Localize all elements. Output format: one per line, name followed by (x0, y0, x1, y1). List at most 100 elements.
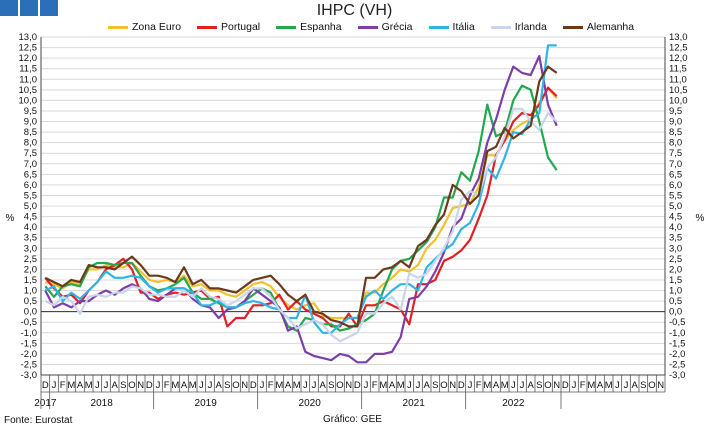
legend-label: Zona Euro (132, 21, 182, 33)
y-tick-label-left: 3,0 (24, 243, 37, 254)
y-tick-label-left: 10,5 (19, 85, 38, 96)
y-tick-label-right: 4,5 (669, 212, 682, 223)
y-tick-label-right: -3,0 (669, 370, 685, 381)
legend-item: Alemanha (562, 21, 634, 33)
y-tick-label-right: -1,0 (669, 328, 685, 339)
y-tick-label-right: 12,5 (669, 43, 688, 54)
x-tick-label: J (624, 380, 629, 391)
legend-item: Espanha (276, 21, 342, 33)
series-line-itália (44, 44, 557, 334)
y-tick-label-left: 11,5 (19, 64, 37, 75)
x-tick-label: M (587, 380, 595, 391)
x-tick-label: M (189, 380, 197, 391)
x-tick-label: J (303, 380, 308, 391)
x-tick-label: S (536, 380, 542, 391)
x-tick-label: M (379, 380, 387, 391)
y-tick-label-left: 9,5 (24, 106, 37, 117)
chart-credit: Gráfico: GEE (323, 414, 382, 425)
y-tick-label-left: 0,0 (24, 307, 37, 318)
x-tick-label: N (449, 380, 456, 391)
y-tick-label-right: 9,0 (669, 117, 682, 128)
x-tick-label: A (527, 380, 534, 391)
y-tick-label-right: 11,0 (669, 74, 687, 85)
x-tick-label: N (553, 380, 560, 391)
x-tick-label: M (501, 380, 509, 391)
y-tick-label-right: 3,0 (669, 243, 682, 254)
chart-title: IHPC (VH) (316, 2, 393, 19)
legend-label: Portugal (221, 21, 261, 33)
x-tick-label: J (468, 380, 473, 391)
x-tick-label: S (120, 380, 126, 391)
x-tick-label: S (432, 380, 438, 391)
legend-swatch (490, 25, 511, 29)
x-tick-label: A (493, 380, 500, 391)
x-tick-label: F (372, 380, 378, 391)
x-tick-label: O (128, 380, 135, 391)
x-tick-label: A (111, 380, 118, 391)
x-tick-label: A (423, 380, 430, 391)
y-tick-label-right: 5,0 (669, 201, 682, 212)
legend-swatch (562, 25, 583, 29)
x-tick-label: M (67, 380, 75, 391)
y-tick-label-right: 11,5 (669, 64, 687, 75)
x-tick-label: A (631, 380, 638, 391)
x-tick-label: S (640, 380, 646, 391)
legend-label: Itália (452, 21, 475, 33)
logo-block (40, 0, 58, 16)
legend-item: Zona Euro (108, 21, 181, 33)
x-tick-label: O (336, 380, 343, 391)
logo-block (0, 0, 18, 16)
x-tick-label: M (275, 380, 283, 391)
legend-label: Espanha (300, 21, 342, 33)
year-label: 2018 (91, 398, 114, 409)
y-tick-label-left: 4,5 (24, 212, 37, 223)
y-tick-label-right: 12,0 (669, 53, 688, 64)
year-label: 2017 (34, 398, 57, 409)
y-tick-label-right: 9,5 (669, 106, 682, 117)
y-tick-label-left: -1,5 (21, 338, 37, 349)
y-axis-label-right: % (696, 213, 705, 224)
y-tick-label-left: 3,5 (24, 233, 37, 244)
chart-legend: Zona Euro Portugal Espanha Grécia Itália Irla… (108, 21, 650, 33)
y-tick-label-left: 8,0 (24, 138, 37, 149)
x-tick-label: J (156, 380, 161, 391)
y-tick-label-right: 6,0 (669, 180, 682, 191)
legend-swatch (276, 25, 297, 29)
y-tick-label-right: 5,5 (669, 190, 682, 201)
y-tick-label-left: -3,0 (21, 370, 37, 381)
year-label: 2022 (502, 398, 525, 409)
y-tick-label-left: 4,0 (24, 222, 37, 233)
series-line-irlanda (44, 107, 558, 343)
x-tick-label: A (389, 380, 396, 391)
y-tick-label-right: 4,0 (669, 222, 682, 233)
y-tick-label-right: 8,0 (669, 138, 682, 149)
series-line-grécia (44, 54, 558, 364)
legend-item: Portugal (197, 21, 260, 33)
y-tick-label-left: -0,5 (21, 317, 37, 328)
y-tick-label-left: 1,0 (24, 286, 37, 297)
x-tick-label: S (224, 380, 230, 391)
legend-item: Grécia (357, 21, 413, 33)
x-tick-label: J (416, 380, 421, 391)
x-tick-label: A (285, 380, 292, 391)
x-tick-label: J (208, 380, 213, 391)
y-tick-label-right: 2,0 (669, 264, 682, 275)
y-tick-label-left: 0,5 (24, 296, 37, 307)
legend-item: Irlanda (490, 21, 547, 33)
x-tick-label: F (476, 380, 482, 391)
y-axis-label-left: % (6, 213, 15, 224)
x-tick-label: O (648, 380, 655, 391)
year-label: 2019 (195, 398, 218, 409)
year-label: 2021 (403, 398, 426, 409)
y-tick-label-right: 7,5 (669, 148, 682, 159)
x-tick-label: A (597, 380, 604, 391)
y-tick-label-left: -1,0 (21, 328, 37, 339)
y-tick-label-left: 13,0 (19, 32, 38, 43)
x-tick-label: M (85, 380, 93, 391)
x-tick-label: N (345, 380, 352, 391)
x-tick-label: D (562, 380, 569, 391)
x-tick-label: A (181, 380, 188, 391)
y-tick-label-right: 6,5 (669, 169, 682, 180)
y-tick-label-left: 7,5 (24, 148, 37, 159)
